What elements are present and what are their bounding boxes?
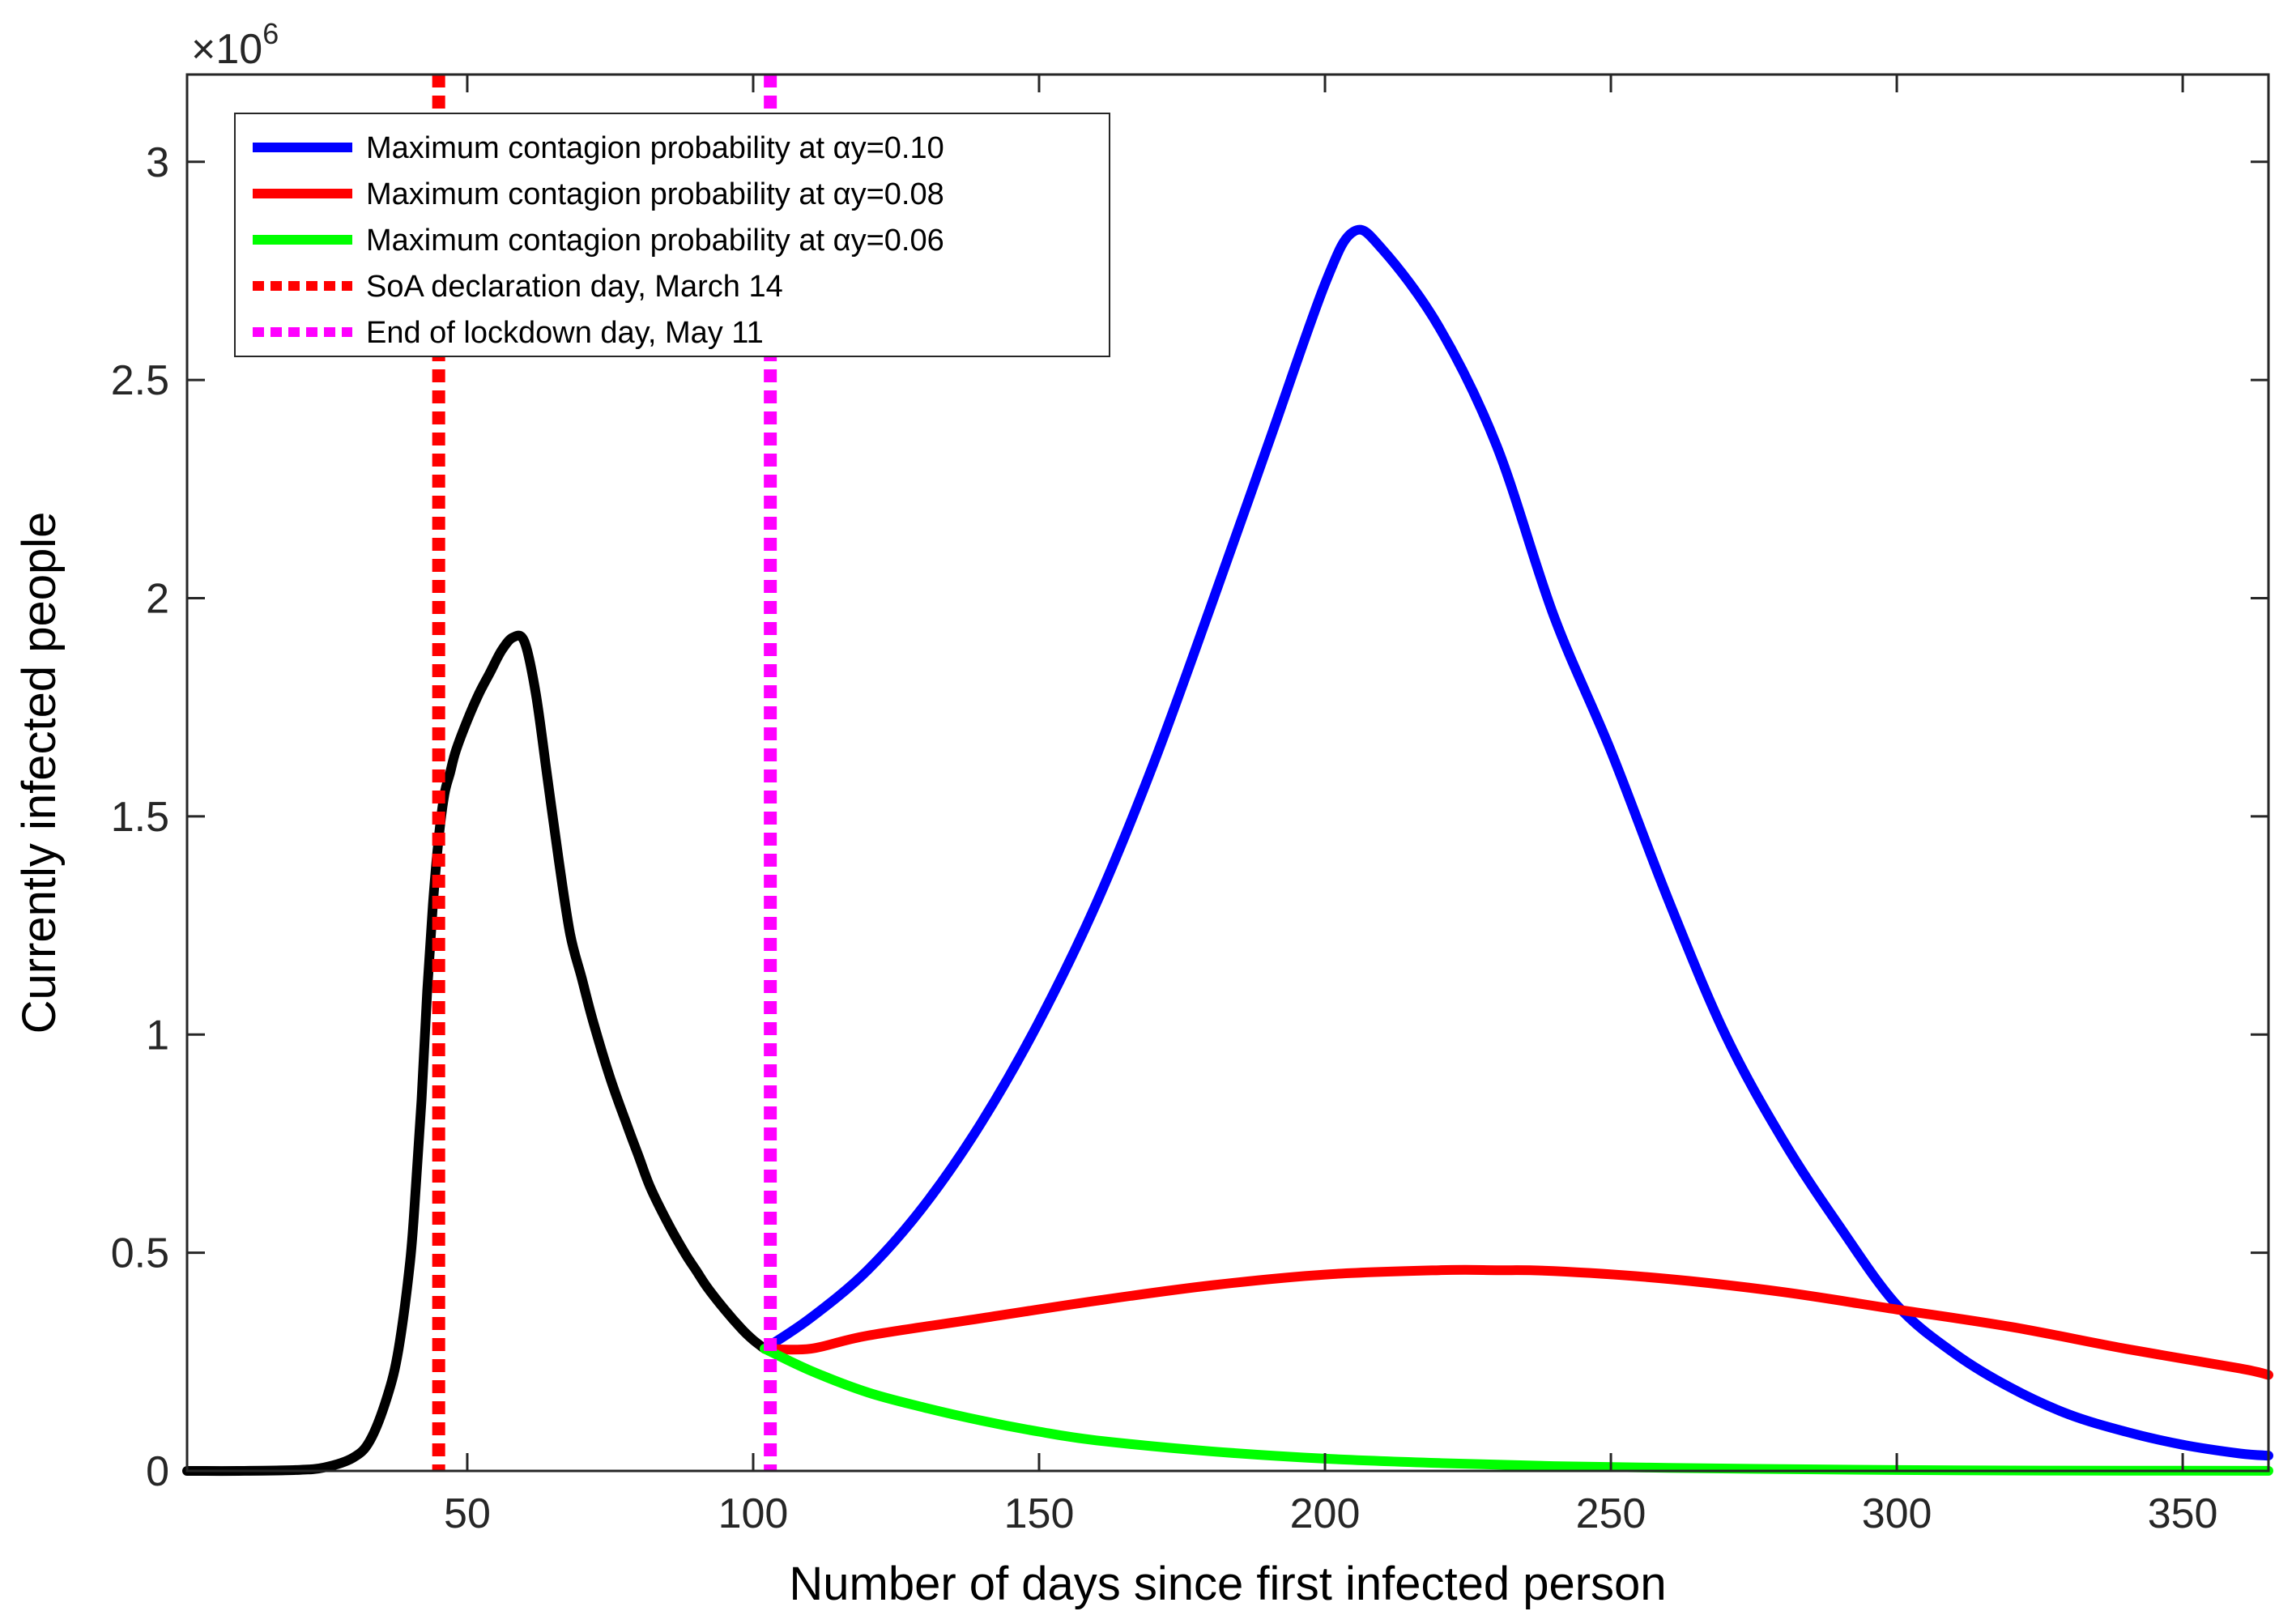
legend-items: Maximum contagion probability at αy=0.10… <box>253 131 944 350</box>
y-tick-label: 3 <box>146 139 169 186</box>
x-tick-label: 50 <box>444 1490 491 1537</box>
series-line-maximum-contagion-probability-at-y-0-10 <box>760 224 2273 1461</box>
x-tick-label: 250 <box>1576 1490 1646 1537</box>
x-tick-label: 100 <box>718 1490 789 1537</box>
plot-frame <box>185 73 2270 1473</box>
x-axis-label: Number of days since first infected pers… <box>789 1558 1666 1610</box>
y-tick-label: 1.5 <box>111 794 169 841</box>
legend-label: Maximum contagion probability at αy=0.08 <box>366 177 944 211</box>
legend: Maximum contagion probability at αy=0.10… <box>234 113 1110 357</box>
y-tick-label: 0.5 <box>111 1230 169 1277</box>
y-tick-label: 2 <box>146 576 169 623</box>
y-tick-label: 2.5 <box>111 357 169 404</box>
legend-label: Maximum contagion probability at αy=0.06 <box>366 224 944 258</box>
y-exponent-label: ×106 <box>191 17 279 73</box>
legend-box <box>234 113 1110 357</box>
legend-label: SoA declaration day, March 14 <box>366 270 783 304</box>
y-axis-label: Currently infected people <box>13 512 66 1034</box>
x-tick-label: 200 <box>1290 1490 1361 1537</box>
series-line-maximum-contagion-probability-at-y-0-08 <box>760 1264 2273 1380</box>
x-tick-label: 350 <box>2148 1490 2218 1537</box>
y-tick-label: 0 <box>146 1448 169 1495</box>
x-tick-label: 300 <box>1862 1490 1932 1537</box>
y-tick-label: 1 <box>146 1012 169 1059</box>
legend-label: End of lockdown day, May 11 <box>366 316 764 350</box>
x-axis: 50 100 150 200 250 300 350 <box>444 75 2217 1537</box>
legend-label: Maximum contagion probability at αy=0.10 <box>366 131 944 165</box>
y-exponent-base: ×10 <box>191 26 262 73</box>
y-axis: 0 0.5 1 1.5 2 2.5 3 <box>111 139 2268 1495</box>
series-line-baseline <box>182 630 770 1477</box>
x-tick-label: 150 <box>1004 1490 1075 1537</box>
y-exponent-power: 6 <box>262 17 279 50</box>
